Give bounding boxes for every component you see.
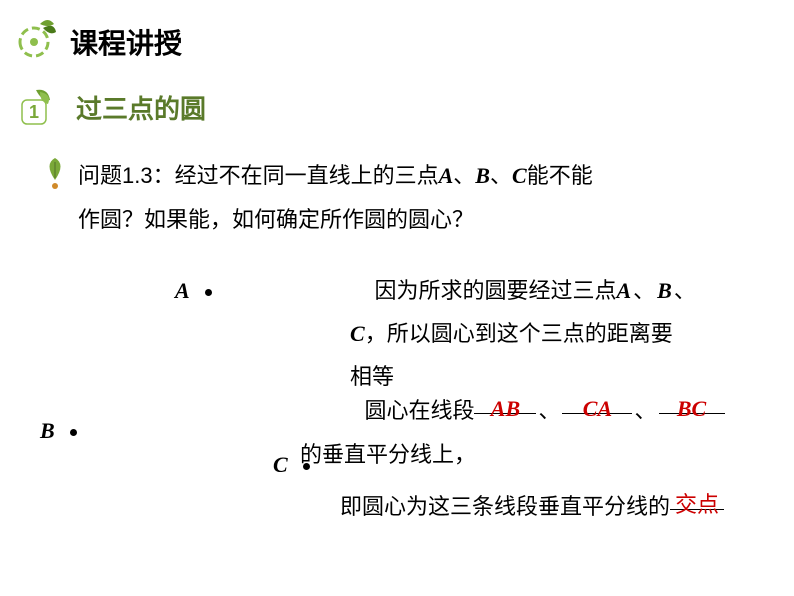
explain-l5: 的垂直平分线上，: [300, 442, 476, 467]
explain-block-2: 圆心在线段AB、CA、BC: [340, 390, 794, 433]
diagram-area: A B C 因为所求的圆要经过三点A、B、 C，所以圆心到这个三点的距离要 相等…: [40, 270, 760, 580]
section-badge-icon: 1: [18, 88, 58, 126]
swirl-leaf-icon: [10, 18, 58, 66]
blank-bc: BC: [659, 390, 725, 414]
point-b-label: B: [40, 418, 55, 443]
point-b-dot: [70, 429, 77, 436]
explain-l1v2: B: [657, 278, 672, 303]
blank-ab-fill: AB: [491, 396, 520, 421]
question-text: 问题1.3：经过不在同一直线上的三点A、B、C能不能 作圆？如果能，如何确定所作…: [78, 154, 593, 242]
header-title: 课程讲授: [70, 22, 182, 62]
blank-intersection: 交点: [670, 486, 724, 510]
section-number: 1: [29, 102, 39, 122]
question-line2: 作圆？如果能，如何确定所作圆的圆心？: [78, 207, 474, 232]
question-prefix: 问题1.3：经过不在同一直线上的三点: [78, 163, 439, 188]
question-block: 问题1.3：经过不在同一直线上的三点A、B、C能不能 作圆？如果能，如何确定所作…: [40, 154, 794, 242]
blank-intersection-fill: 交点: [675, 492, 719, 517]
explain-l1s2: 、: [674, 278, 696, 303]
point-a: A: [175, 278, 216, 304]
explain-l1s1: 、: [633, 278, 655, 303]
leaf-bullet-icon: [40, 154, 70, 190]
blank-sep2: 、: [634, 398, 656, 423]
explain-l3: 相等: [350, 364, 394, 389]
point-a-label: A: [175, 278, 190, 303]
point-c-label: C: [273, 452, 288, 477]
explain-l4a: 圆心在线段: [364, 398, 474, 423]
point-b: B: [40, 418, 81, 444]
explain-block: 因为所求的圆要经过三点A、B、 C，所以圆心到这个三点的距离要 相等: [350, 270, 780, 399]
question-sep2: 、: [490, 163, 512, 188]
section-header: 1 过三点的圆: [18, 88, 794, 126]
explain-l6a: 即圆心为这三条线段垂直平分线的: [340, 494, 670, 519]
blank-ca-fill: CA: [583, 396, 612, 421]
question-var-c: C: [512, 163, 527, 188]
blank-sep1: 、: [538, 398, 560, 423]
blank-ca: CA: [562, 390, 632, 414]
explain-l2b: ，所以圆心到这个三点的距离要: [365, 321, 673, 346]
question-mid1: 能不能: [527, 163, 593, 188]
explain-block-3: 的垂直平分线上，: [300, 434, 620, 477]
blank-bc-fill: BC: [677, 396, 706, 421]
explain-l1v1: A: [616, 278, 631, 303]
section-title: 过三点的圆: [76, 89, 206, 126]
slide-header: 课程讲授: [0, 0, 794, 66]
explain-l1a: 因为所求的圆要经过三点: [374, 278, 616, 303]
blank-ab: AB: [474, 390, 536, 414]
explain-block-4: 即圆心为这三条线段垂直平分线的交点: [340, 486, 794, 529]
explain-l2a: C: [350, 321, 365, 346]
question-sep1: 、: [453, 163, 475, 188]
question-var-b: B: [475, 163, 490, 188]
point-a-dot: [205, 289, 212, 296]
question-var-a: A: [439, 163, 454, 188]
